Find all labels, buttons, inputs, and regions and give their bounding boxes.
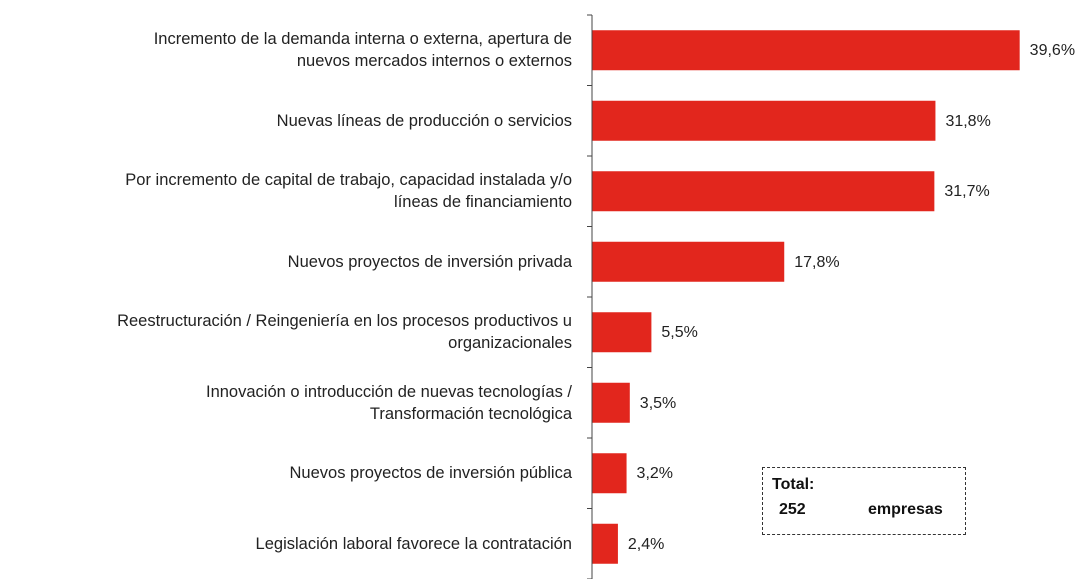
total-box: Total: 252 empresas — [762, 467, 966, 535]
bar — [592, 171, 935, 212]
total-unit: empresas — [868, 501, 943, 518]
category-label: Nuevos proyectos de inversión privada — [287, 252, 572, 271]
value-label: 17,8% — [794, 253, 840, 271]
total-count: 252 — [779, 501, 806, 518]
value-label: 31,8% — [945, 112, 991, 130]
category-label: Legislación laboral favorece la contrata… — [255, 534, 572, 553]
bar — [592, 100, 936, 141]
value-label: 3,2% — [636, 465, 674, 483]
bar — [592, 241, 785, 282]
bar — [592, 30, 1020, 71]
value-label: 2,4% — [627, 535, 665, 553]
bar — [592, 523, 618, 564]
category-label: Incremento de la demanda interna o exter… — [153, 30, 572, 71]
bar — [592, 453, 627, 494]
bar — [592, 312, 652, 353]
bar — [592, 382, 630, 423]
category-label: Por incremento de capital de trabajo, ca… — [125, 171, 572, 212]
value-label: 39,6% — [1029, 42, 1076, 60]
category-label: Reestructuración / Reingeniería en los p… — [117, 312, 572, 353]
category-label: Nuevos proyectos de inversión pública — [289, 464, 573, 483]
category-label: Nuevas líneas de producción o servicios — [276, 111, 572, 130]
value-label: 3,5% — [639, 394, 677, 412]
value-label: 31,7% — [944, 183, 990, 201]
value-label: 5,5% — [661, 324, 698, 342]
category-label: Innovación o introducción de nuevas tecn… — [206, 382, 572, 423]
total-label: Total: — [772, 476, 815, 493]
